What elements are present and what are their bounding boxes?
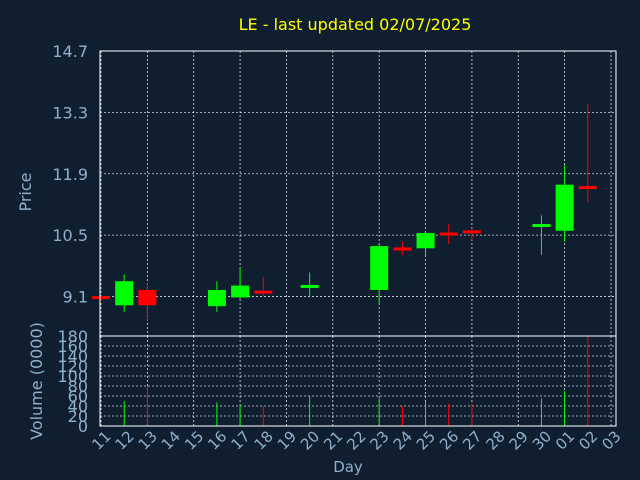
candle-body — [300, 284, 319, 288]
volume-tick-label: 0 — [78, 417, 88, 436]
volume-tick-label: 100 — [57, 367, 88, 386]
price-tick-label: 10.5 — [52, 226, 88, 245]
price-tick-label: 14.7 — [52, 42, 88, 61]
volume-panel-frame — [99, 335, 617, 427]
candle-body — [115, 281, 134, 306]
price-tick-label: 11.9 — [52, 165, 88, 184]
candle-body — [416, 232, 435, 249]
x-axis-label: Day — [333, 458, 363, 476]
volume-axis-label: Volume (0000) — [27, 322, 46, 440]
volume-tick-label: 160 — [57, 337, 88, 356]
candle-body — [393, 247, 412, 251]
candle-body — [532, 224, 551, 228]
candle-body — [439, 232, 458, 236]
volume-tick-label: 140 — [57, 347, 88, 366]
volume-tick-label: 80 — [68, 377, 88, 396]
candle-body — [231, 285, 250, 298]
price-axis-label: Price — [16, 172, 35, 211]
volume-tick-label: 60 — [68, 387, 88, 406]
price-panel-frame — [99, 50, 617, 337]
volume-bars — [123, 336, 589, 426]
candle-body — [138, 289, 157, 306]
chart-title: LE - last updated 02/07/2025 — [239, 15, 472, 34]
volume-tick-label: 120 — [57, 357, 88, 376]
price-tick-label: 13.3 — [52, 103, 88, 122]
candle-body — [92, 296, 110, 300]
price-y-ticks: 9.1 10.5 11.9 13.3 14.7 — [52, 42, 88, 307]
candle-body — [254, 290, 273, 294]
candle-body — [578, 186, 597, 190]
x-ticks: 1112131415161718192021222324252627282930… — [88, 427, 624, 453]
volume-tick-label: 40 — [68, 397, 88, 416]
volume-tick-label: 180 — [57, 327, 88, 346]
volume-tick-label: 20 — [68, 407, 88, 426]
candle-body — [555, 184, 574, 231]
candle-body — [370, 246, 389, 290]
price-tick-label: 9.1 — [63, 288, 88, 307]
candles — [92, 103, 597, 321]
price-grid — [100, 50, 616, 336]
x-tick-label: 03 — [598, 427, 624, 453]
candle-body — [207, 289, 226, 307]
volume-grid — [100, 336, 616, 426]
candle-body — [462, 230, 481, 234]
